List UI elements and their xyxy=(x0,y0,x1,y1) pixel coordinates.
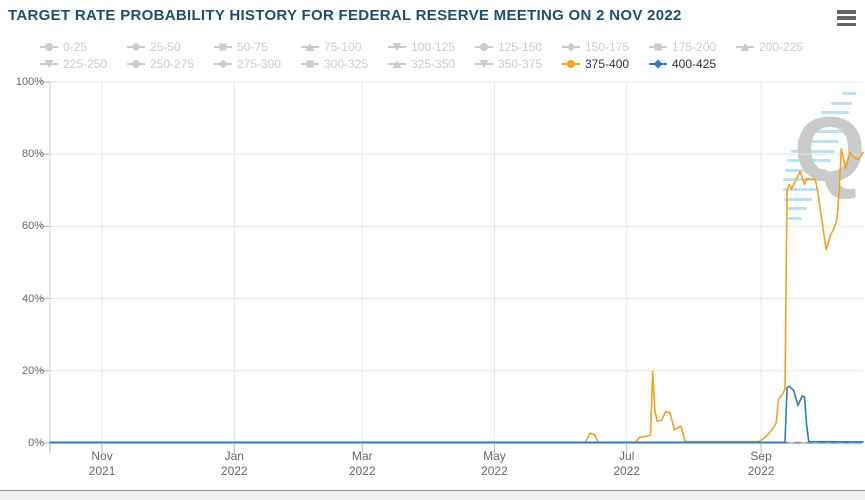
chart-title: TARGET RATE PROBABILITY HISTORY FOR FEDE… xyxy=(8,7,682,24)
legend-item-label: 125-150 xyxy=(498,39,543,54)
diamond-marker-icon xyxy=(649,59,667,68)
triangle-down-marker-icon xyxy=(475,59,493,68)
legend-item-100-125[interactable]: 100-125 xyxy=(388,40,475,54)
series-line-400-425[interactable] xyxy=(49,385,864,444)
legend-item-label: 50-75 xyxy=(237,39,268,54)
legend-item-250-275[interactable]: 250-275 xyxy=(127,57,214,71)
legend-item-label: 100-125 xyxy=(411,39,456,54)
legend-item-75-100[interactable]: 75-100 xyxy=(301,40,388,54)
hamburger-icon xyxy=(837,22,856,26)
legend-item-375-400[interactable]: 375-400 xyxy=(562,57,649,71)
legend-item-275-300[interactable]: 275-300 xyxy=(214,57,301,71)
triangle-marker-icon xyxy=(736,42,754,51)
legend-item-label: 150-175 xyxy=(585,39,630,54)
legend-item-400-425[interactable]: 400-425 xyxy=(649,57,736,71)
legend-item-175-200[interactable]: 175-200 xyxy=(649,40,736,54)
legend-item-label: 75-100 xyxy=(324,39,362,54)
square-marker-icon xyxy=(301,60,319,67)
square-marker-icon xyxy=(214,43,232,50)
bottom-panel-edge xyxy=(0,490,865,500)
legend-item-label: 225-250 xyxy=(63,56,108,71)
diamond-marker-icon xyxy=(127,42,145,51)
square-marker-icon xyxy=(649,43,667,50)
hamburger-icon xyxy=(837,10,856,14)
legend-item-225-250[interactable]: 225-250 xyxy=(40,57,127,71)
legend-item-150-175[interactable]: 150-175 xyxy=(562,40,649,54)
legend-item-label: 200-225 xyxy=(759,39,804,54)
legend-item-350-375[interactable]: 350-375 xyxy=(475,57,562,71)
legend-item-label: 175-200 xyxy=(672,39,717,54)
hamburger-icon xyxy=(837,16,856,20)
legend-item-label: 325-350 xyxy=(411,56,456,71)
legend: 0-25 25-50 50-75 75-100 100-125 125-150 150-17… xyxy=(40,38,850,72)
legend-item-label: 25-50 xyxy=(150,39,181,54)
triangle-marker-icon xyxy=(301,42,319,51)
legend-item-0-25[interactable]: 0-25 xyxy=(40,40,127,54)
legend-item-label: 375-400 xyxy=(585,56,630,71)
legend-item-325-350[interactable]: 325-350 xyxy=(388,57,475,71)
circle-marker-icon xyxy=(475,42,493,51)
diamond-marker-icon xyxy=(214,59,232,68)
circle-marker-icon xyxy=(562,59,580,68)
triangle-marker-icon xyxy=(388,59,406,68)
circle-marker-icon xyxy=(40,42,58,51)
series-line-375-400[interactable] xyxy=(49,148,864,444)
legend-item-label: 300-325 xyxy=(324,56,369,71)
legend-item-label: 400-425 xyxy=(672,56,717,71)
legend-item-label: 250-275 xyxy=(150,56,195,71)
triangle-down-marker-icon xyxy=(40,59,58,68)
triangle-down-marker-icon xyxy=(388,42,406,51)
legend-item-50-75[interactable]: 50-75 xyxy=(214,40,301,54)
legend-item-25-50[interactable]: 25-50 xyxy=(127,40,214,54)
chart-context-menu-button[interactable] xyxy=(837,10,856,26)
legend-item-label: 0-25 xyxy=(63,39,88,54)
legend-item-label: 275-300 xyxy=(237,56,282,71)
legend-item-200-225[interactable]: 200-225 xyxy=(736,40,823,54)
legend-item-300-325[interactable]: 300-325 xyxy=(301,57,388,71)
legend-item-125-150[interactable]: 125-150 xyxy=(475,40,562,54)
legend-item-label: 350-375 xyxy=(498,56,543,71)
diamond-marker-icon xyxy=(562,42,580,51)
circle-marker-icon xyxy=(127,59,145,68)
